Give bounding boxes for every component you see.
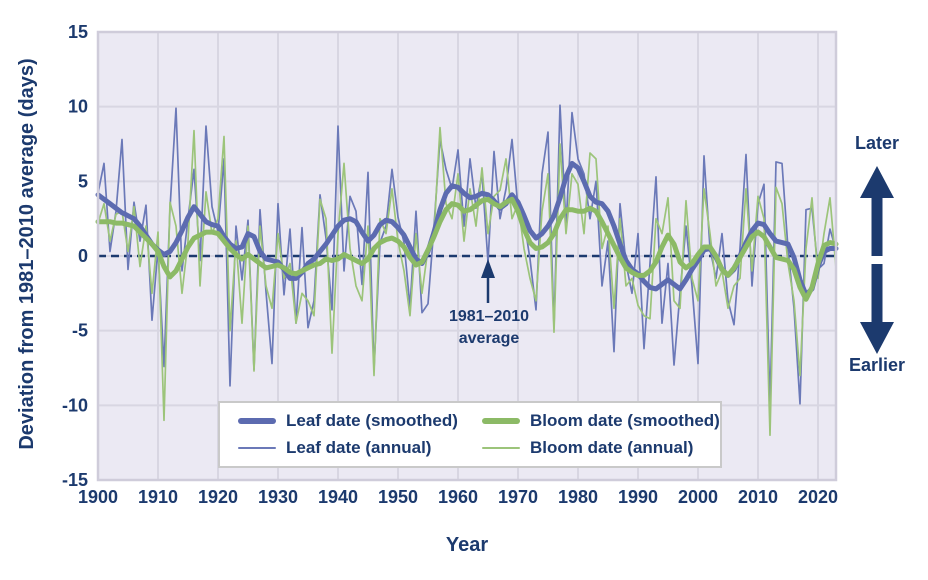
legend-label: Bloom date (smoothed) [530,411,720,430]
x-tick-label: 1920 [198,487,238,507]
x-tick-label: 1960 [438,487,478,507]
x-tick-label: 2000 [678,487,718,507]
legend-label: Leaf date (smoothed) [286,411,458,430]
x-tick-label: 1930 [258,487,298,507]
x-axis-title: Year [445,534,489,556]
legend-item: Leaf date (annual) [238,438,482,458]
y-tick-label: 5 [78,171,88,191]
plot-border [96,30,838,482]
x-tick-label: 1910 [138,487,178,507]
series-line-bloom-date-annual [97,126,837,437]
x-tick-label: 1950 [378,487,418,507]
legend: Leaf date (smoothed) Bloom date (smoothed… [218,401,722,468]
legend-item: Bloom date (annual) [482,438,720,458]
x-tick-label: 1980 [558,487,598,507]
legend-swatch-icon [482,418,520,424]
y-tick-label: -10 [62,395,88,415]
series-line-bloom-date-smoothed [95,196,839,302]
average-annotation: 1981–2010 average [428,306,550,349]
legend-item: Bloom date (smoothed) [482,411,720,431]
annotation-arrow-icon [481,259,495,278]
legend-swatch-icon [238,446,276,450]
later-label: Later [854,133,899,153]
later-arrow-icon [860,166,894,256]
y-tick-label: -5 [72,321,88,341]
x-tick-label: 1940 [318,487,358,507]
x-tick-label: 2010 [738,487,778,507]
legend-label: Bloom date (annual) [530,438,694,457]
y-tick-label: 15 [68,22,88,42]
x-tick-label: 1900 [78,487,118,507]
annotation-line1: 1981–2010 [448,308,530,325]
earlier-arrow-icon [860,264,894,354]
x-tick-label: 1990 [618,487,658,507]
legend-swatch-icon [482,446,520,450]
annotation-line2: average [458,329,520,347]
legend-item: Leaf date (smoothed) [238,411,482,431]
earlier-label: Earlier [848,355,906,375]
x-tick-label: 2020 [798,487,838,507]
y-tick-label: -15 [62,470,88,490]
legend-swatch-icon [238,418,276,424]
x-tick-label: 1970 [498,487,538,507]
y-tick-label: 10 [68,97,88,117]
y-tick-label: 0 [78,246,88,266]
y-axis-title-text: Deviation from 1981–2010 average (days) [16,58,38,450]
legend-label: Leaf date (annual) [286,438,432,457]
